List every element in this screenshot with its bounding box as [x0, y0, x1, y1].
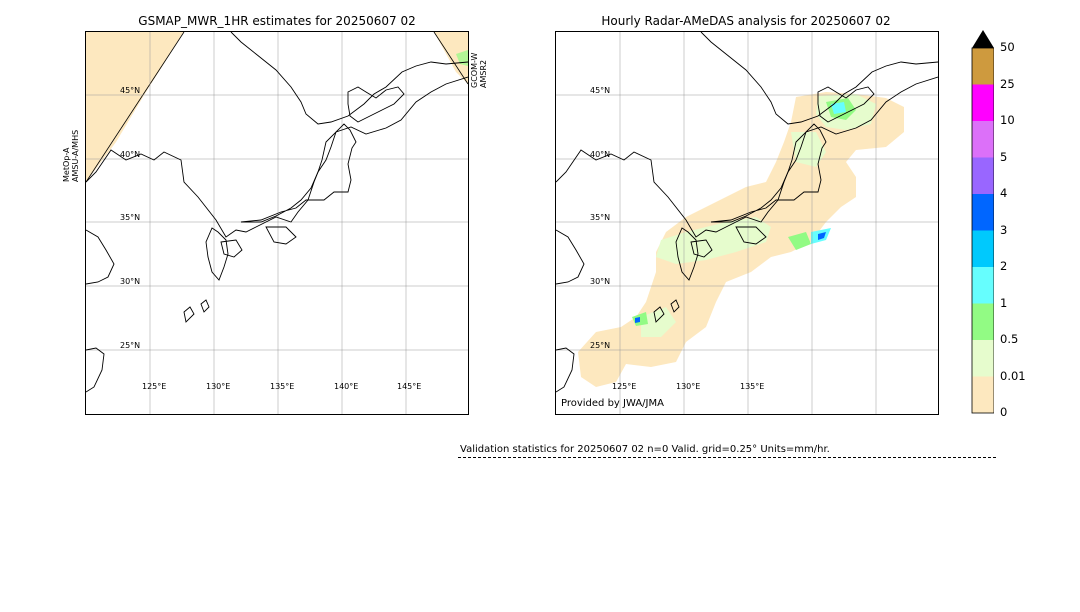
colorbar-tick-label: 2: [1000, 259, 1008, 273]
right-lat-label-25: 25°N: [590, 341, 611, 350]
right-lat-label-35: 35°N: [590, 213, 611, 222]
right-panel-title: Hourly Radar-AMeDAS analysis for 2025060…: [601, 14, 891, 28]
right-coastlines: [556, 32, 938, 393]
left-lon-label-145: 145°E: [397, 382, 422, 391]
right-lat-label-45: 45°N: [590, 86, 611, 95]
rain-intense-areas: [635, 232, 826, 323]
right-map-svg: [556, 32, 938, 414]
colorbar: 0 0.01 0.5 1 2 3 4 5 10 25 50: [970, 30, 1030, 420]
colorbar-segment: [972, 48, 994, 85]
left-map-svg: [86, 32, 468, 414]
left-lat-label-30: 30°N: [120, 277, 141, 286]
colorbar-tick-label: 1: [1000, 295, 1008, 310]
left-lon-label-140: 140°E: [334, 382, 359, 391]
left-satellite-line2: AMSU-A/MHS: [71, 129, 80, 182]
right-lat-label-30: 30°N: [590, 277, 611, 286]
left-grid: [86, 32, 468, 414]
left-lat-label-40: 40°N: [120, 150, 141, 159]
right-satellite-line1: GCOM-W: [470, 52, 479, 88]
left-lat-label-45: 45°N: [120, 86, 141, 95]
left-swath-east-edge: [433, 32, 468, 85]
colorbar-segment: [972, 157, 994, 194]
colorbar-tick-label: 4: [1000, 186, 1008, 200]
left-panel-title: GSMAP_MWR_1HR estimates for 20250607 02: [138, 14, 416, 28]
colorbar-segment: [972, 267, 994, 304]
colorbar-tick-label: 3: [1000, 222, 1008, 237]
right-lat-label-40: 40°N: [590, 150, 611, 159]
left-lon-label-125: 125°E: [142, 382, 167, 391]
left-lat-label-35: 35°N: [120, 213, 141, 222]
right-satellite-label: GCOM-W AMSR2: [470, 53, 488, 88]
colorbar-segment: [972, 303, 994, 340]
left-coastlines: [86, 32, 468, 393]
colorbar-outline: [971, 47, 994, 414]
colorbar-tick-label: 0.01: [1000, 368, 1026, 383]
colorbar-svg: [971, 30, 994, 414]
colorbar-extend-arrow: [972, 30, 994, 48]
left-lon-label-130: 130°E: [206, 382, 231, 391]
left-swath-west-edge: [86, 32, 185, 183]
validation-underline: [458, 457, 996, 458]
colorbar-segment: [972, 340, 994, 377]
right-map-panel: 45°N 40°N 35°N 30°N 25°N 125°E 130°E 135…: [555, 31, 939, 415]
colorbar-segment: [972, 194, 994, 231]
colorbar-tick-label: 0.5: [1000, 332, 1019, 346]
left-map-panel: 45°N 40°N 35°N 30°N 25°N 125°E 130°E 135…: [85, 31, 469, 415]
colorbar-tick-label: 50: [1000, 40, 1015, 54]
left-lat-label-25: 25°N: [120, 341, 141, 350]
right-satellite-line2: AMSR2: [479, 59, 488, 88]
right-lon-label-125: 125°E: [612, 382, 637, 391]
provider-credit: Provided by JWA/JMA: [561, 398, 664, 409]
colorbar-tick-label: 10: [1000, 113, 1015, 127]
right-lon-label-135: 135°E: [740, 382, 765, 391]
colorbar-segment: [972, 84, 994, 121]
right-lon-label-130: 130°E: [676, 382, 701, 391]
validation-text: Validation statistics for 20250607 02 n=…: [460, 444, 830, 455]
colorbar-tick-label: 25: [1000, 76, 1015, 91]
colorbar-tick-label: 5: [1000, 149, 1008, 164]
colorbar-segment: [972, 121, 994, 158]
colorbar-segment: [972, 230, 994, 267]
left-satellite-line1: MetOp-A: [62, 147, 71, 182]
left-satellite-label: MetOp-A AMSU-A/MHS: [62, 130, 80, 182]
left-lon-label-135: 135°E: [270, 382, 295, 391]
colorbar-tick-label: 0: [1000, 405, 1008, 419]
right-grid: [556, 32, 938, 414]
colorbar-segment: [972, 376, 994, 413]
